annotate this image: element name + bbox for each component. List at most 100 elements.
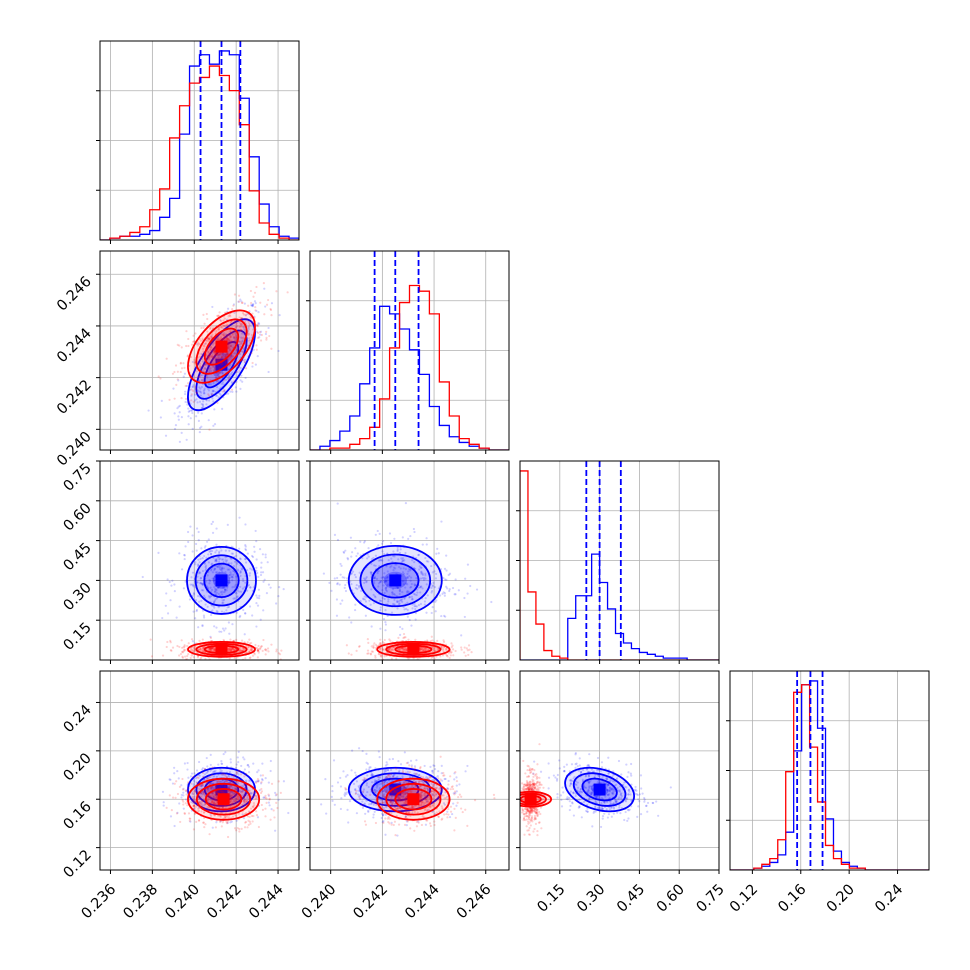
- blue-point: [228, 770, 232, 774]
- panel-3-3: [730, 671, 929, 870]
- red-point: [197, 819, 201, 822]
- blue-point: [402, 795, 405, 798]
- red-point: [209, 348, 212, 352]
- blue-point: [221, 567, 224, 570]
- red-point: [270, 314, 273, 317]
- blue-point: [246, 789, 250, 792]
- red-point: [367, 641, 370, 645]
- red-point: [378, 652, 381, 655]
- red-point: [209, 348, 212, 351]
- blue-point: [256, 771, 259, 774]
- red-point: [404, 801, 407, 804]
- blue-point: [394, 567, 397, 570]
- red-point: [203, 345, 206, 348]
- blue-point: [443, 614, 446, 617]
- blue-point: [182, 787, 185, 790]
- blue-point: [187, 540, 190, 544]
- blue-point: [215, 609, 218, 613]
- blue-point: [209, 552, 213, 556]
- blue-point: [244, 612, 247, 615]
- red-point: [190, 654, 193, 657]
- blue-point: [254, 302, 257, 305]
- red-point: [206, 317, 209, 321]
- blue-point: [241, 785, 244, 788]
- blue-point: [475, 588, 479, 591]
- red-point: [228, 786, 231, 789]
- red-point: [211, 333, 214, 336]
- blue-point: [336, 582, 339, 585]
- blue-point: [249, 586, 252, 589]
- blue-point: [239, 574, 242, 577]
- blue-point: [240, 336, 243, 339]
- blue-point: [246, 763, 250, 767]
- blue-point: [343, 794, 346, 797]
- red-point: [445, 812, 448, 816]
- red-point: [420, 794, 423, 797]
- blue-point: [448, 572, 452, 575]
- blue-point: [370, 588, 373, 591]
- red-point: [205, 339, 209, 343]
- blue-point: [344, 583, 347, 587]
- blue-point: [207, 419, 210, 422]
- blue-point: [218, 630, 221, 633]
- red-point: [201, 357, 204, 361]
- red-point: [249, 822, 252, 825]
- red-point: [256, 649, 259, 652]
- red-point: [183, 644, 186, 647]
- blue-point: [381, 790, 385, 793]
- blue-point: [408, 618, 411, 622]
- blue-point: [217, 354, 221, 357]
- red-point: [182, 650, 185, 653]
- blue-point: [241, 587, 245, 590]
- blue-point: [336, 582, 339, 586]
- blue-point: [440, 772, 443, 775]
- red-point: [183, 648, 187, 652]
- blue-point: [207, 787, 210, 790]
- blue-point: [239, 590, 243, 593]
- blue-point: [403, 786, 407, 789]
- red-point: [149, 638, 152, 641]
- red-point: [249, 648, 252, 651]
- blue-point: [213, 579, 216, 582]
- red-point: [244, 820, 248, 824]
- blue-point: [383, 801, 386, 804]
- red-point: [194, 388, 198, 391]
- red-point: [225, 338, 228, 341]
- blue-point: [233, 560, 237, 563]
- blue-point: [214, 559, 217, 563]
- blue-point: [259, 774, 262, 777]
- blue-point: [254, 363, 257, 366]
- red-point: [224, 785, 227, 788]
- blue-point: [207, 383, 210, 386]
- red-point: [184, 397, 188, 401]
- blue-point: [384, 769, 388, 772]
- red-point: [200, 800, 204, 803]
- red-point: [449, 651, 453, 654]
- blue-point: [230, 552, 233, 555]
- blue-point: [261, 779, 264, 782]
- blue-point: [433, 570, 436, 573]
- blue-point: [403, 559, 406, 562]
- blue-point: [204, 567, 208, 570]
- blue-point: [342, 770, 345, 773]
- red-point: [201, 784, 204, 787]
- blue-point: [339, 602, 342, 605]
- red-point: [183, 366, 186, 369]
- blue-point: [236, 595, 239, 598]
- red-point: [238, 343, 241, 346]
- red-point: [413, 810, 416, 814]
- blue-point: [239, 557, 242, 560]
- blue-point: [233, 799, 236, 802]
- red-point: [217, 314, 220, 318]
- red-point: [247, 810, 251, 813]
- blue-point: [210, 568, 213, 571]
- red-point: [251, 322, 254, 325]
- blue-point: [220, 762, 223, 765]
- red-point: [198, 662, 200, 664]
- blue-point: [335, 598, 339, 601]
- blue-point: [375, 786, 378, 789]
- red-point: [229, 804, 232, 807]
- blue-point: [396, 775, 399, 779]
- red-point: [201, 647, 205, 650]
- blue-point: [186, 768, 189, 771]
